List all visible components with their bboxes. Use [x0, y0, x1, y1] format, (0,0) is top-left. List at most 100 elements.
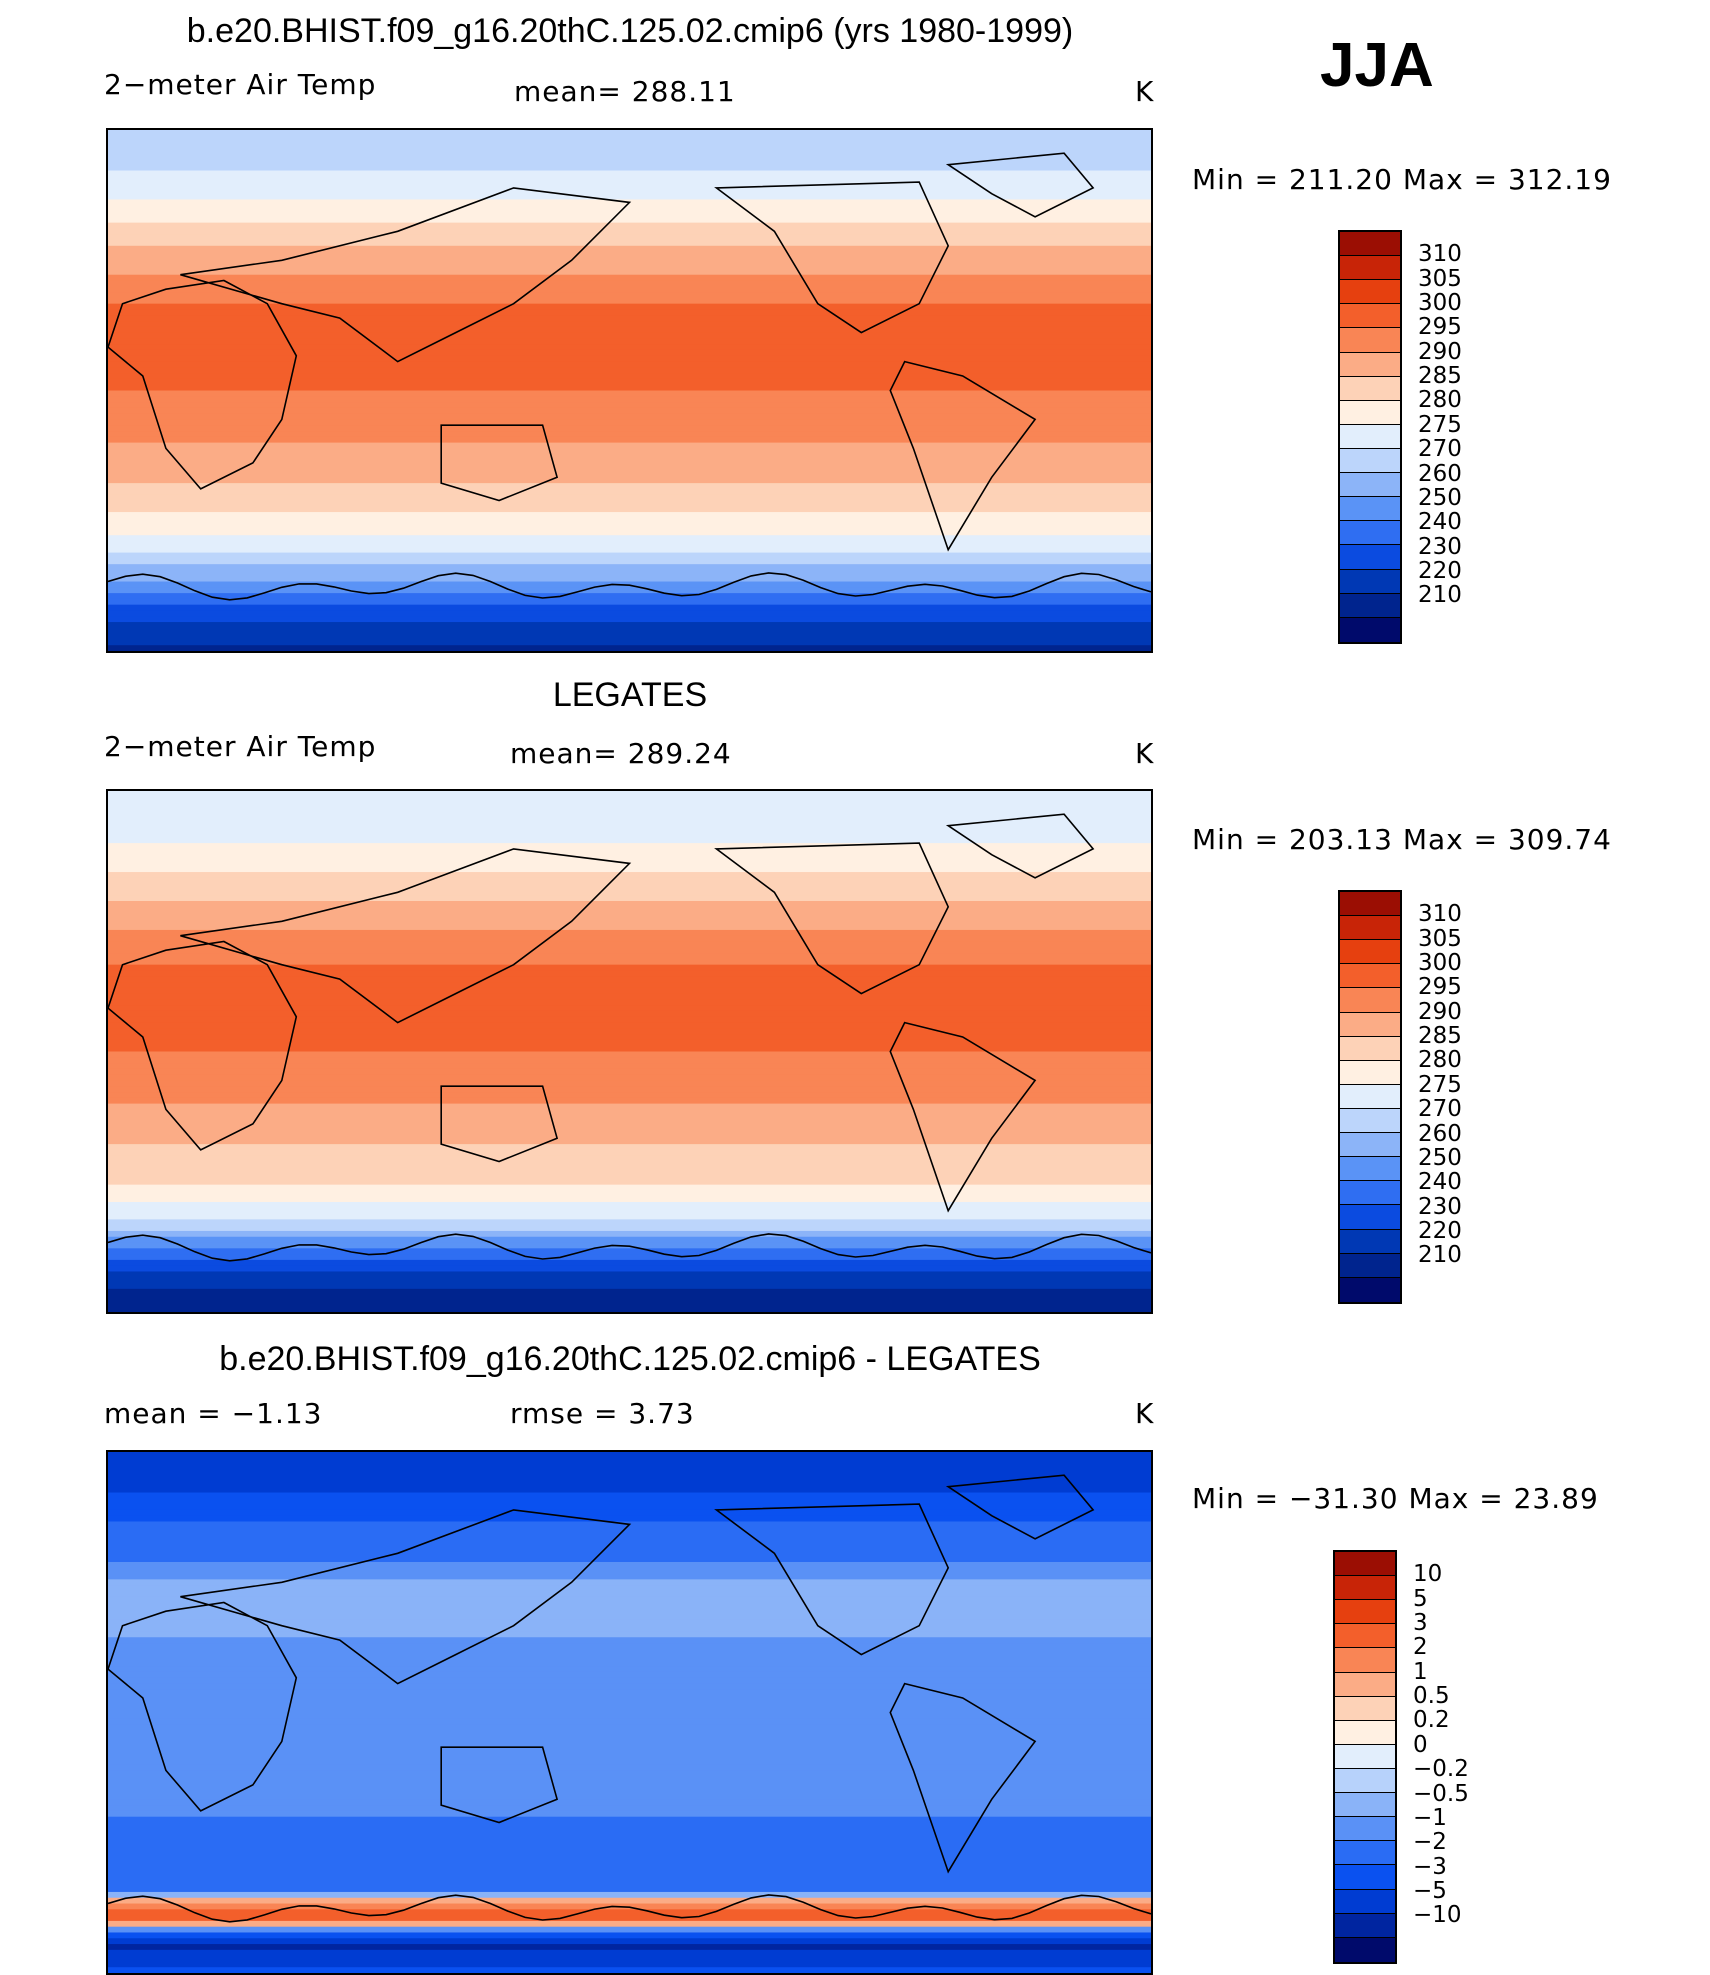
map-band: [108, 1654, 1151, 1661]
continent-outline: [180, 1509, 632, 1685]
continent-outline: [945, 813, 1095, 879]
map-band: [108, 575, 1151, 583]
map-band: [108, 147, 1151, 154]
map-band: [108, 1259, 1151, 1267]
map-band: [108, 1585, 1151, 1592]
map-band: [108, 1120, 1151, 1128]
map-band: [108, 344, 1151, 351]
map-band: [108, 1254, 1151, 1261]
colorbar-swatch: [1335, 1793, 1395, 1818]
map-band: [108, 645, 1151, 651]
map-band: [108, 205, 1151, 212]
map-band: [108, 1271, 1151, 1278]
map-band: [108, 1891, 1151, 1899]
colorbar-level-label: 270: [1418, 1096, 1462, 1123]
map-band: [108, 1213, 1151, 1220]
map-band: [108, 598, 1151, 606]
colorbar-level-label: 240: [1418, 509, 1462, 536]
map-band: [108, 1909, 1151, 1916]
colorbar-level-label: −1: [1413, 1804, 1447, 1831]
map-band: [108, 512, 1151, 519]
colorbar-swatch: [1335, 1552, 1395, 1577]
map-band: [108, 1504, 1151, 1511]
map-band: [108, 848, 1151, 856]
map-band: [108, 483, 1151, 490]
panel-3-map: [106, 1450, 1153, 1975]
map-band: [108, 1492, 1151, 1499]
map-band: [108, 402, 1151, 409]
colorbar-level-label: 300: [1418, 950, 1462, 977]
map-band: [108, 802, 1151, 809]
map-band: [108, 906, 1151, 914]
colorbar-swatch: [1335, 1744, 1395, 1769]
map-band: [108, 1741, 1151, 1748]
map-band: [108, 303, 1151, 311]
map-band: [108, 448, 1151, 455]
colorbar-swatch: [1340, 473, 1400, 498]
map-band: [108, 182, 1151, 189]
colorbar-swatch: [1335, 1937, 1395, 1962]
colorbar-level-label: 240: [1418, 1169, 1462, 1196]
continent-outline: [889, 1021, 1037, 1213]
map-band: [108, 1463, 1151, 1470]
map-band: [108, 546, 1151, 554]
antarctica-coastline: [108, 1233, 1151, 1262]
map-band: [108, 1457, 1151, 1465]
map-band: [108, 263, 1151, 270]
map-band: [108, 442, 1151, 449]
map-band: [108, 999, 1151, 1006]
map-band: [108, 1920, 1151, 1928]
map-band: [108, 1469, 1151, 1476]
panel-3-minmax: Min = −31.30 Max = 23.89: [1192, 1482, 1599, 1515]
colorbar-level-label: 220: [1418, 1217, 1462, 1244]
map-band: [108, 796, 1151, 804]
map-band: [108, 843, 1151, 850]
colorbar-level-label: 250: [1418, 1144, 1462, 1171]
map-band: [108, 1196, 1151, 1203]
continent-outline: [440, 424, 559, 502]
map-band: [108, 1057, 1151, 1064]
map-band: [108, 1816, 1151, 1824]
colorbar-swatch: [1335, 1576, 1395, 1601]
continent-outline: [714, 1503, 950, 1656]
map-band: [108, 1538, 1151, 1546]
colorbar-level-label: 285: [1418, 1023, 1462, 1050]
map-band: [108, 1515, 1151, 1523]
colorbar-level-label: −0.2: [1413, 1756, 1469, 1783]
map-band: [108, 1039, 1151, 1047]
map-band: [108, 1868, 1151, 1876]
panel-3-colorbar: [1333, 1550, 1397, 1964]
colorbar-swatch: [1335, 1865, 1395, 1890]
colorbar-level-label: 210: [1418, 1242, 1462, 1269]
colorbar-level-label: 5: [1413, 1585, 1428, 1612]
map-band: [108, 883, 1151, 891]
map-band: [108, 1509, 1151, 1517]
panel-3-rmse-label: rmse = 3.73: [510, 1397, 695, 1430]
colorbar-swatch: [1335, 1696, 1395, 1721]
colorbar-swatch: [1340, 940, 1400, 965]
colorbar-swatch: [1340, 1181, 1400, 1206]
map-band: [108, 1155, 1151, 1163]
map-band: [108, 1573, 1151, 1580]
map-band: [108, 1132, 1151, 1139]
map-band: [108, 419, 1151, 426]
map-band: [108, 1718, 1151, 1725]
map-band: [108, 1932, 1151, 1939]
colorbar-level-label: 275: [1418, 1071, 1462, 1098]
map-band: [108, 1533, 1151, 1540]
map-band: [108, 639, 1151, 646]
map-band: [108, 1184, 1151, 1192]
map-band: [108, 1724, 1151, 1731]
map-band: [108, 1590, 1151, 1598]
map-band: [108, 1005, 1151, 1012]
map-band: [108, 1915, 1151, 1922]
map-band: [108, 1706, 1151, 1714]
map-band: [108, 929, 1151, 937]
colorbar-swatch: [1340, 304, 1400, 329]
map-band: [108, 1926, 1151, 1934]
map-band: [108, 1051, 1151, 1058]
map-band: [108, 153, 1151, 160]
colorbar-level-label: 305: [1418, 265, 1462, 292]
map-band: [108, 1961, 1151, 1968]
map-band: [108, 1173, 1151, 1180]
